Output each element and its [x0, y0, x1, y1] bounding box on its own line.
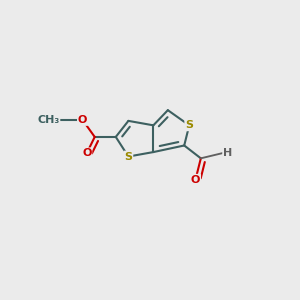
Text: O: O	[78, 115, 87, 125]
Text: O: O	[82, 148, 92, 158]
Text: H: H	[223, 148, 232, 158]
Text: S: S	[124, 152, 132, 161]
Text: O: O	[191, 175, 200, 185]
Text: CH₃: CH₃	[37, 115, 59, 125]
Text: S: S	[185, 120, 193, 130]
